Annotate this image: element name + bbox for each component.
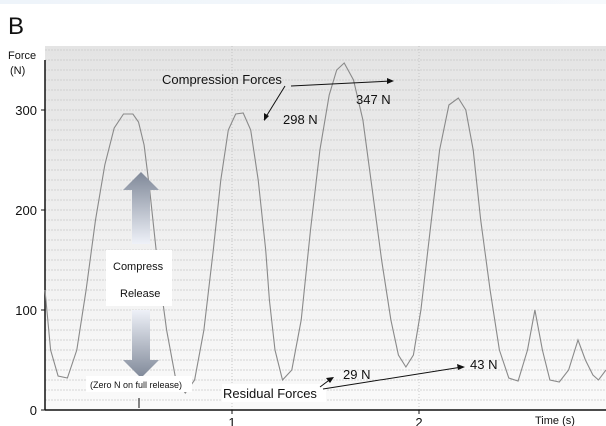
residual-43-label: 43 N (470, 357, 497, 372)
residual-label-background (222, 384, 326, 402)
residual-pointer-1-head-icon (326, 377, 334, 383)
zero-note-background (86, 376, 192, 392)
residual-pointer-2-head-icon (457, 364, 465, 370)
compress-release-indicator: Compress Release (106, 172, 172, 378)
release-label: Release (120, 288, 160, 300)
residual-annotation: Residual Forces 29 N 43 N (222, 357, 497, 402)
compression-annotation: Compression Forces 298 N 347 N (162, 72, 394, 127)
residual-29-label: 29 N (343, 367, 370, 382)
x-tick-label: 1 (228, 415, 235, 426)
x-tick-label: 2 (415, 415, 422, 426)
x-axis-label: Time (s) (535, 415, 575, 426)
compression-forces-label: Compression Forces (162, 72, 282, 87)
y-tick-label: 100 (15, 303, 37, 318)
y-axis-label-line-1: Force (8, 50, 36, 62)
residual-pointer-2 (322, 366, 463, 390)
y-tick-label: 300 (15, 103, 37, 118)
compression-pointer-2 (290, 80, 393, 87)
plot-background (45, 46, 606, 410)
residual-forces-label: Residual Forces (223, 386, 317, 401)
y-ticks: 0 100 200 300 (15, 103, 45, 418)
compression-pointer-1 (263, 85, 286, 121)
y-tick-label: 0 (30, 403, 37, 418)
release-arrow-down-icon (123, 310, 159, 378)
compress-arrow-up-icon (123, 172, 159, 244)
panel-label: B (8, 13, 24, 40)
vertical-gridlines (231, 46, 420, 410)
peak-347-label: 347 N (356, 92, 391, 107)
peak-298-label: 298 N (283, 112, 318, 127)
legend-box (106, 250, 172, 306)
y-axis-label-line-2: (N) (10, 65, 25, 77)
top-strip (0, 0, 606, 4)
compress-label: Compress (113, 261, 164, 273)
compression-pointer-2-head-icon (387, 78, 394, 84)
force-trace-line (44, 62, 606, 394)
compression-pointer-1-head-icon (264, 113, 269, 121)
y-tick-label: 200 (15, 203, 37, 218)
zero-note: (Zero N on full release) (90, 380, 182, 390)
